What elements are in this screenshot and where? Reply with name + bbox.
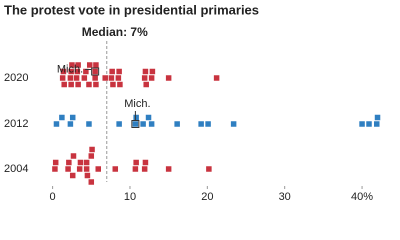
data-square <box>142 159 149 166</box>
data-square <box>141 75 148 81</box>
data-square <box>198 121 204 127</box>
data-square <box>69 114 76 121</box>
highlight <box>131 120 140 128</box>
data-square <box>73 75 80 81</box>
data-square <box>83 68 89 75</box>
data-square <box>59 75 66 81</box>
x-tick-label: 0 <box>50 191 56 203</box>
data-square <box>61 81 67 88</box>
data-square <box>52 159 59 166</box>
data-square <box>60 68 67 75</box>
data-square <box>88 179 95 185</box>
data-square <box>116 121 122 127</box>
data-square <box>149 68 156 75</box>
data-square <box>133 159 139 166</box>
data-square <box>95 166 101 172</box>
data-square <box>74 68 81 75</box>
data-square <box>116 68 122 75</box>
data-square <box>83 166 90 172</box>
median-label: Median: 7% <box>82 25 148 39</box>
data-square <box>359 121 365 127</box>
row-label: 2020 <box>4 72 28 84</box>
data-square <box>65 166 71 172</box>
data-square <box>81 75 88 81</box>
data-square <box>84 172 91 179</box>
data-square <box>76 166 83 172</box>
data-square <box>69 172 76 179</box>
data-square <box>374 121 380 127</box>
data-square <box>59 114 65 121</box>
data-square <box>93 81 99 88</box>
data-square <box>70 153 77 159</box>
data-square <box>213 75 220 81</box>
data-square <box>93 62 99 68</box>
data-square <box>75 81 81 88</box>
chart: The protest vote in presidential primari… <box>4 2 381 203</box>
data-square <box>205 121 211 127</box>
data-square <box>92 75 98 81</box>
data-square <box>374 114 381 121</box>
data-square <box>108 75 115 81</box>
data-square <box>86 62 93 68</box>
data-square <box>133 114 139 121</box>
data-square <box>206 166 212 172</box>
data-square <box>67 121 74 127</box>
data-square <box>230 121 237 127</box>
data-square <box>148 121 155 127</box>
data-square <box>75 62 81 68</box>
data-square <box>77 159 84 166</box>
data-square <box>68 68 74 75</box>
data-square <box>148 75 155 81</box>
data-square <box>140 121 146 127</box>
data-square <box>83 159 90 166</box>
data-square <box>69 62 75 68</box>
data-square <box>86 121 92 127</box>
data-square <box>165 166 172 172</box>
data-square <box>145 114 152 121</box>
data-square <box>366 121 372 127</box>
data-square <box>141 166 148 172</box>
data-square <box>143 81 149 88</box>
data-square <box>132 121 139 127</box>
data-square <box>66 159 72 166</box>
x-tick-label: 20 <box>201 191 213 203</box>
highlight <box>91 67 100 76</box>
data-square <box>165 75 172 81</box>
data-square <box>132 166 139 172</box>
data-square <box>102 75 108 81</box>
annotation: Mich. <box>124 98 150 110</box>
data-square <box>52 166 58 172</box>
data-square <box>142 68 149 75</box>
x-tick-label: 40% <box>351 191 373 203</box>
data-square <box>110 81 116 88</box>
data-square <box>88 153 95 159</box>
row-label: 2004 <box>4 163 28 175</box>
data-square <box>117 81 123 88</box>
data-square <box>109 68 115 75</box>
row-label: 2012 <box>4 118 28 130</box>
data-square <box>92 68 98 75</box>
data-square <box>53 121 60 127</box>
chart-title: The protest vote in presidential primari… <box>4 2 259 17</box>
data-square <box>68 81 74 88</box>
x-tick-label: 10 <box>124 191 136 203</box>
x-tick-label: 30 <box>279 191 291 203</box>
data-square <box>67 75 74 81</box>
data-square <box>112 166 119 172</box>
annotation: Mich. <box>57 63 83 75</box>
data-square <box>115 75 122 81</box>
data-square <box>174 121 180 127</box>
data-square <box>86 81 92 88</box>
data-square <box>89 146 95 153</box>
